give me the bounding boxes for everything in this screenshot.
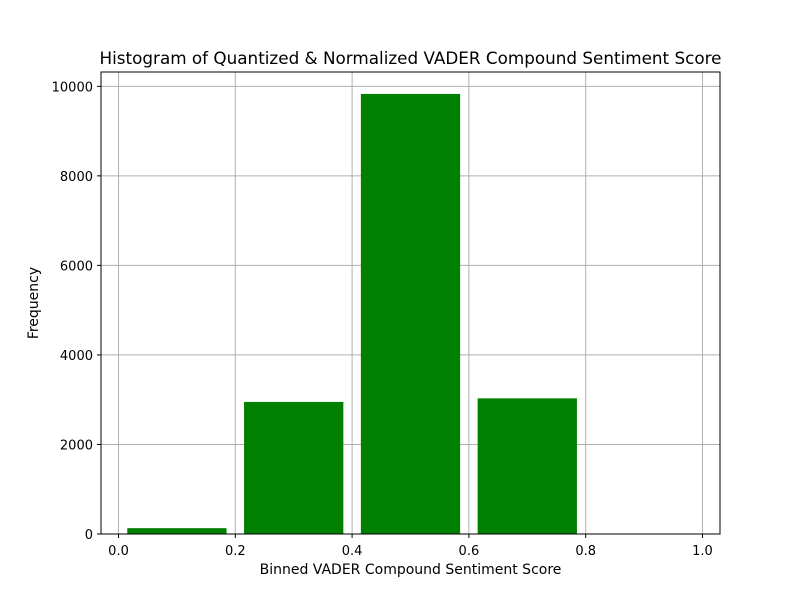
- y-tick-label: 2000: [60, 438, 93, 453]
- histogram-bar: [360, 93, 461, 535]
- y-tick-label: 0: [85, 528, 93, 543]
- x-tick-label: 0.4: [342, 544, 363, 559]
- x-tick-label: 0.8: [575, 544, 596, 559]
- y-tick-label: 8000: [60, 170, 93, 185]
- y-tick-label: 4000: [60, 349, 93, 364]
- y-tick-label: 6000: [60, 259, 93, 274]
- x-tick-label: 0.6: [459, 544, 480, 559]
- bars-layer: [127, 93, 577, 535]
- ticks-layer: 0.0 0.2 0.4 0.6 0.8 1.0 0 2000 4000 6000 8000 10000: [52, 80, 713, 559]
- histogram-bar: [127, 528, 227, 534]
- chart-title: Histogram of Quantized & Normalized VADE…: [100, 48, 722, 68]
- x-tick-label: 1.0: [692, 544, 713, 559]
- x-tick-label: 0.2: [225, 544, 246, 559]
- histogram-bar: [477, 398, 577, 534]
- x-tick-label: 0.0: [108, 544, 129, 559]
- plot-area-frame: [100, 71, 721, 535]
- y-axis-label: Frequency: [26, 267, 42, 339]
- x-axis-label: Binned VADER Compound Sentiment Score: [260, 562, 562, 578]
- y-tick-label: 10000: [52, 80, 93, 95]
- histogram-bar: [244, 401, 344, 534]
